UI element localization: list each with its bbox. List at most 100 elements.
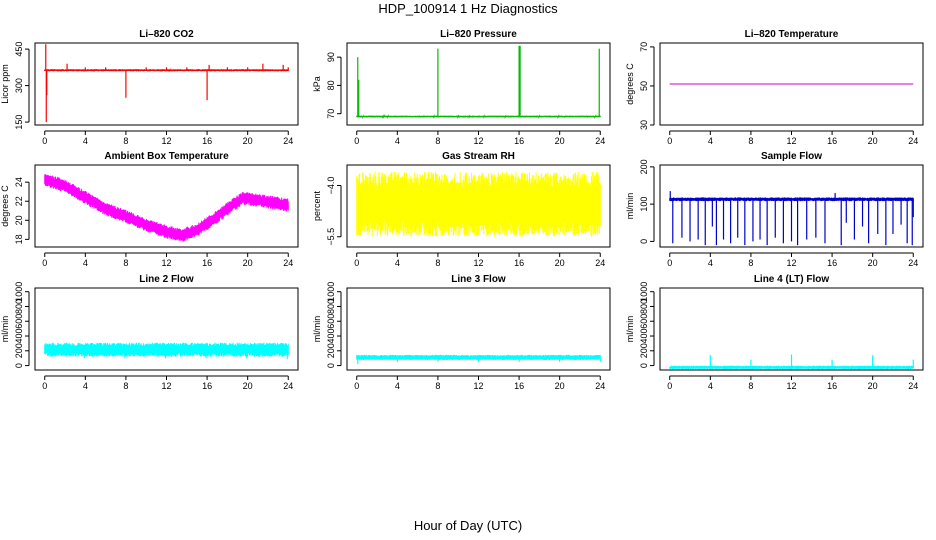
x-tick-label: 12: [473, 258, 483, 268]
x-tick-label: 12: [786, 136, 796, 146]
y-axis-label: ml/min: [312, 316, 322, 343]
plot-title: Li–820 CO2: [139, 29, 194, 40]
x-tick-label: 4: [395, 258, 400, 268]
x-tick-label: 24: [908, 381, 918, 391]
x-tick-label: 0: [42, 258, 47, 268]
plot-frame: [34, 42, 299, 126]
x-tick-label: 4: [708, 381, 713, 391]
x-tick-label: 0: [667, 258, 672, 268]
y-tick-label: 200: [639, 159, 649, 174]
x-tick-label: 0: [42, 381, 47, 391]
x-tick-label: 20: [868, 381, 878, 391]
y-tick-label: 22: [14, 196, 24, 206]
series-line: [356, 114, 601, 119]
x-tick-label: 24: [908, 136, 918, 146]
x-tick-label: 12: [786, 381, 796, 391]
x-tick-label: 20: [555, 258, 565, 268]
x-tick-label: 4: [708, 258, 713, 268]
x-tick-label: 8: [435, 258, 440, 268]
x-tick-label: 8: [435, 381, 440, 391]
y-tick-label: 200: [326, 343, 336, 358]
x-tick-label: 16: [827, 381, 837, 391]
series-line: [669, 197, 914, 202]
x-tick-label: 4: [83, 381, 88, 391]
y-tick-label: 800: [14, 299, 24, 314]
plot-ambient: Ambient Box Temperature 0 4 8 12 16 20 24 18 20 22…: [0, 151, 299, 268]
y-tick-label: 150: [14, 115, 24, 130]
plot-title: Line 3 Flow: [451, 274, 506, 285]
y-tick-label: 18: [14, 234, 24, 244]
y-tick-label: 1000: [14, 282, 24, 302]
plot-temperature: Li–820 Temperature 0 4 8 12 16 20 24 30 50 70 degre…: [625, 29, 924, 146]
y-axis-label: ml/min: [0, 316, 10, 343]
x-tick-label: 12: [161, 136, 171, 146]
y-axis-label: ml/min: [625, 316, 635, 343]
y-tick-label: 400: [326, 329, 336, 344]
x-tick-label: 4: [83, 258, 88, 268]
plot-frame: [659, 287, 924, 371]
plot-frame: [659, 164, 924, 248]
y-tick-label: 200: [639, 343, 649, 358]
y-tick-label: 90: [326, 52, 336, 62]
x-tick-label: 8: [748, 136, 753, 146]
x-tick-label: 12: [161, 258, 171, 268]
y-tick-label: 20: [14, 215, 24, 225]
x-tick-label: 4: [395, 381, 400, 391]
plot-frame: [659, 42, 924, 126]
y-tick-label: 70: [326, 109, 336, 119]
plot-title: Line 4 (LT) Flow: [754, 274, 830, 285]
plot-title: Ambient Box Temperature: [104, 151, 229, 162]
plot-rh: Gas Stream RH 0 4 8 12 16 20 24 −5.5 −4.0 percent: [312, 151, 611, 268]
plot-title: Gas Stream RH: [442, 151, 515, 162]
y-axis-label: ml/min: [625, 193, 635, 220]
x-tick-label: 8: [123, 258, 128, 268]
y-tick-label: 100: [639, 197, 649, 212]
plot-frame: [34, 287, 299, 371]
y-axis-label: percent: [312, 190, 322, 221]
y-tick-label: −4.0: [326, 177, 336, 195]
y-tick-label: 800: [639, 299, 649, 314]
x-tick-label: 16: [514, 258, 524, 268]
x-tick-label: 20: [868, 258, 878, 268]
x-tick-label: 24: [283, 258, 293, 268]
x-tick-label: 16: [514, 381, 524, 391]
x-tick-label: 4: [395, 136, 400, 146]
x-tick-label: 4: [708, 136, 713, 146]
plot-pressure: Li–820 Pressure 0 4 8 12 16 20 24 70 80 90 kPa: [312, 29, 611, 146]
y-tick-label: 80: [326, 80, 336, 90]
x-axis-caption: Hour of Day (UTC): [413, 518, 523, 533]
x-tick-label: 8: [123, 136, 128, 146]
x-tick-label: 0: [42, 136, 47, 146]
plot-frame: [346, 287, 611, 371]
plot-frame: [346, 42, 611, 126]
y-tick-label: 1000: [326, 282, 336, 302]
plot-frame: [346, 164, 611, 248]
page-title: HDP_100914 1 Hz Diagnostics: [378, 1, 558, 16]
y-tick-label: −5.5: [326, 228, 336, 246]
plot-title: Sample Flow: [761, 151, 822, 162]
y-axis-label: Licor ppm: [0, 64, 10, 104]
series-line: [356, 171, 601, 237]
y-tick-label: 200: [14, 343, 24, 358]
x-tick-label: 24: [908, 258, 918, 268]
x-tick-label: 12: [473, 381, 483, 391]
y-tick-label: 400: [639, 329, 649, 344]
plot-co2: Li–820 CO2 0 4 8 12 16 20 24 150 300 450 Licor ppm: [0, 29, 299, 146]
x-tick-label: 0: [354, 258, 359, 268]
x-tick-label: 12: [786, 258, 796, 268]
x-tick-label: 0: [354, 136, 359, 146]
y-tick-label: 0: [14, 363, 24, 368]
y-tick-label: 50: [639, 81, 649, 91]
y-tick-label: 0: [639, 239, 649, 244]
x-tick-label: 12: [161, 381, 171, 391]
y-tick-label: 30: [639, 120, 649, 130]
x-tick-label: 16: [827, 258, 837, 268]
x-tick-label: 8: [748, 258, 753, 268]
x-tick-label: 20: [555, 136, 565, 146]
y-tick-label: 0: [326, 363, 336, 368]
x-tick-label: 16: [202, 258, 212, 268]
x-tick-label: 24: [595, 381, 605, 391]
